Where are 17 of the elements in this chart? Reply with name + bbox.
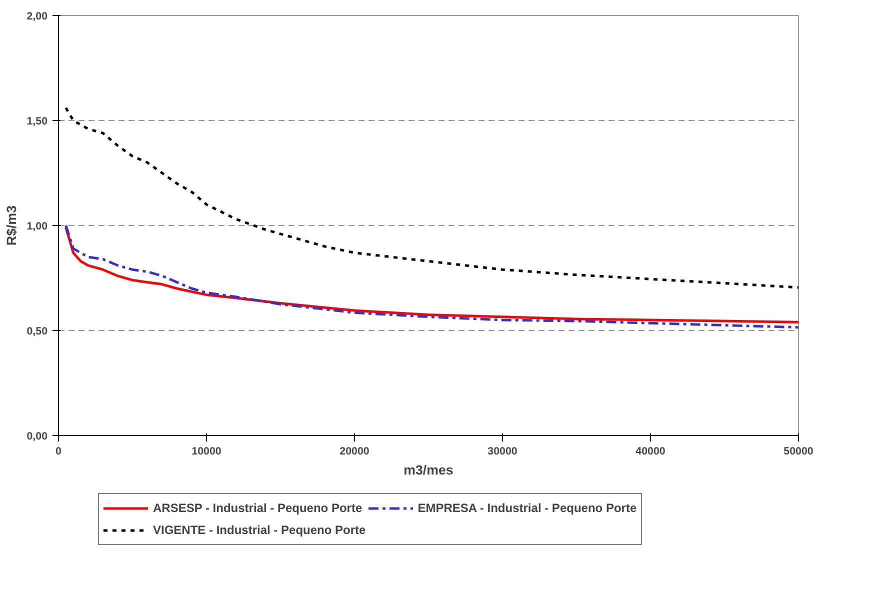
x-tick-label: 30000 xyxy=(488,446,518,458)
x-tick-label: 0 xyxy=(56,446,62,458)
legend-label: ARSESP - Industrial - Pequeno Porte xyxy=(153,501,362,515)
y-tick-label: 1,50 xyxy=(26,116,48,128)
y-tick-label: 2,00 xyxy=(26,10,48,22)
legend-label: EMPRESA - Industrial - Pequeno Porte xyxy=(418,501,637,515)
y-axis-title: R$/m3 xyxy=(4,205,19,246)
x-axis-title: m3/mes xyxy=(404,462,454,478)
x-tick-label: 20000 xyxy=(340,446,370,458)
x-tick-label: 10000 xyxy=(192,446,222,458)
y-tick-label: 1,00 xyxy=(26,220,48,232)
x-tick-label: 40000 xyxy=(636,446,666,458)
legend-label: VIGENTE - Industrial - Pequeno Porte xyxy=(153,523,366,537)
y-tick-label: 0,50 xyxy=(26,326,48,338)
x-tick-label: 50000 xyxy=(784,446,814,458)
line-series xyxy=(64,106,798,289)
y-tick-label: 0,00 xyxy=(26,430,48,442)
